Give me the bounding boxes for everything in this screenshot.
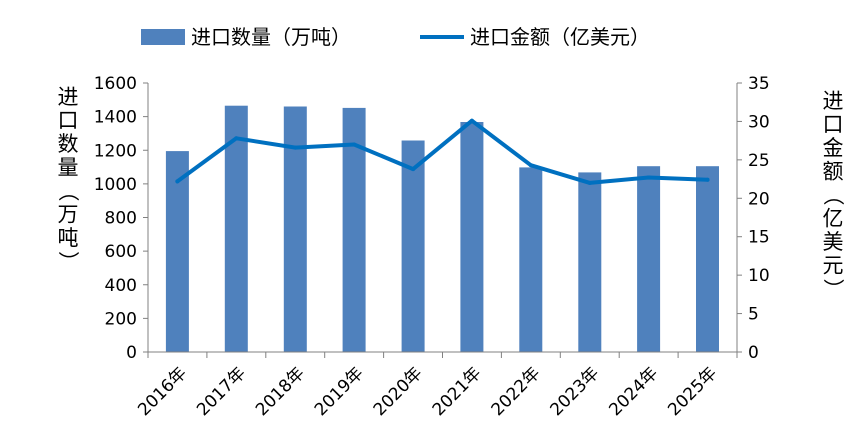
x-tick-label: 2025年 (664, 363, 721, 420)
x-tick-label: 2017年 (193, 363, 250, 420)
line-point (528, 163, 533, 168)
left-tick-label: 600 (105, 242, 137, 262)
bar (401, 140, 425, 352)
x-tick-label: 2022年 (488, 363, 545, 420)
legend-bar-swatch (141, 29, 185, 45)
bar (696, 166, 719, 352)
left-tick-label: 1600 (94, 74, 137, 94)
left-axis-title-char: 口 (58, 109, 79, 133)
line-point (234, 136, 239, 141)
amount-line (175, 118, 710, 185)
x-tick-label: 2024年 (605, 363, 662, 420)
right-axis-title-char: 额 (823, 160, 844, 184)
line-point (469, 118, 474, 123)
right-axis-title-char: 口 (823, 113, 844, 137)
bar (165, 151, 189, 352)
bar (283, 106, 307, 352)
right-axis-title-char: 进 (823, 89, 844, 113)
x-tick-label: 2018年 (252, 363, 309, 420)
legend-bar-label: 进口数量（万吨） (191, 25, 351, 49)
line-point (293, 145, 298, 150)
left-axis-title-char: （ (56, 181, 80, 202)
left-axis-title: 进口数量（万吨） (56, 85, 80, 272)
x-tick-label: 2021年 (429, 363, 486, 420)
right-axis-title-char: 亿 (823, 207, 844, 231)
bar (519, 167, 543, 352)
x-tick-label: 2020年 (370, 363, 427, 420)
left-axis-title-char: 万 (58, 203, 79, 227)
left-axis-title-char: 进 (58, 85, 79, 109)
left-axis-title-char: 量 (58, 156, 79, 180)
axes-layer (143, 82, 742, 358)
left-tick-label: 1400 (94, 108, 137, 128)
left-tick-label: 800 (105, 209, 137, 229)
line-point (352, 142, 357, 147)
right-tick-label: 35 (748, 74, 770, 94)
x-tick-label: 2016年 (134, 363, 191, 420)
line-point (411, 167, 416, 172)
left-tick-label: 400 (105, 276, 137, 296)
left-axis-title-char: 吨 (58, 226, 79, 250)
bars-layer (165, 105, 719, 353)
right-tick-label: 15 (748, 228, 770, 248)
legend-line-label: 进口金额（亿美元） (470, 25, 650, 49)
left-axis-title-char: ） (56, 251, 80, 272)
left-tick-label: 0 (126, 343, 137, 363)
line-point (587, 180, 592, 185)
left-tick-label: 1200 (94, 141, 137, 161)
x-tick-label: 2023年 (547, 363, 604, 420)
right-axis-title-char: 美 (823, 230, 844, 254)
bar (224, 105, 248, 352)
bar (460, 122, 484, 352)
line-layer (175, 118, 710, 185)
left-axis-title-char: 数 (58, 132, 79, 156)
right-axis-title-char: 金 (823, 136, 844, 160)
right-tick-label: 10 (748, 266, 770, 286)
right-axis-title-char: ） (821, 279, 845, 300)
right-tick-label: 20 (748, 189, 770, 209)
right-axis-title-char: 元 (823, 254, 844, 278)
right-tick-label: 0 (748, 343, 759, 363)
bar (342, 107, 366, 353)
right-tick-label: 30 (748, 112, 770, 132)
bar (578, 172, 602, 352)
line-point (705, 177, 710, 182)
bar (637, 166, 661, 352)
left-tick-label: 1000 (94, 175, 137, 195)
line-point (175, 179, 180, 184)
right-axis-title: 进口金额（亿美元） (821, 89, 845, 300)
left-tick-label: 200 (105, 309, 137, 329)
line-point (646, 175, 651, 180)
x-tick-label: 2019年 (311, 363, 368, 420)
legend: 进口数量（万吨） 进口金额（亿美元） (141, 25, 650, 49)
right-tick-label: 5 (748, 305, 759, 325)
right-tick-label: 25 (748, 151, 770, 171)
right-axis-title-char: （ (821, 185, 845, 206)
